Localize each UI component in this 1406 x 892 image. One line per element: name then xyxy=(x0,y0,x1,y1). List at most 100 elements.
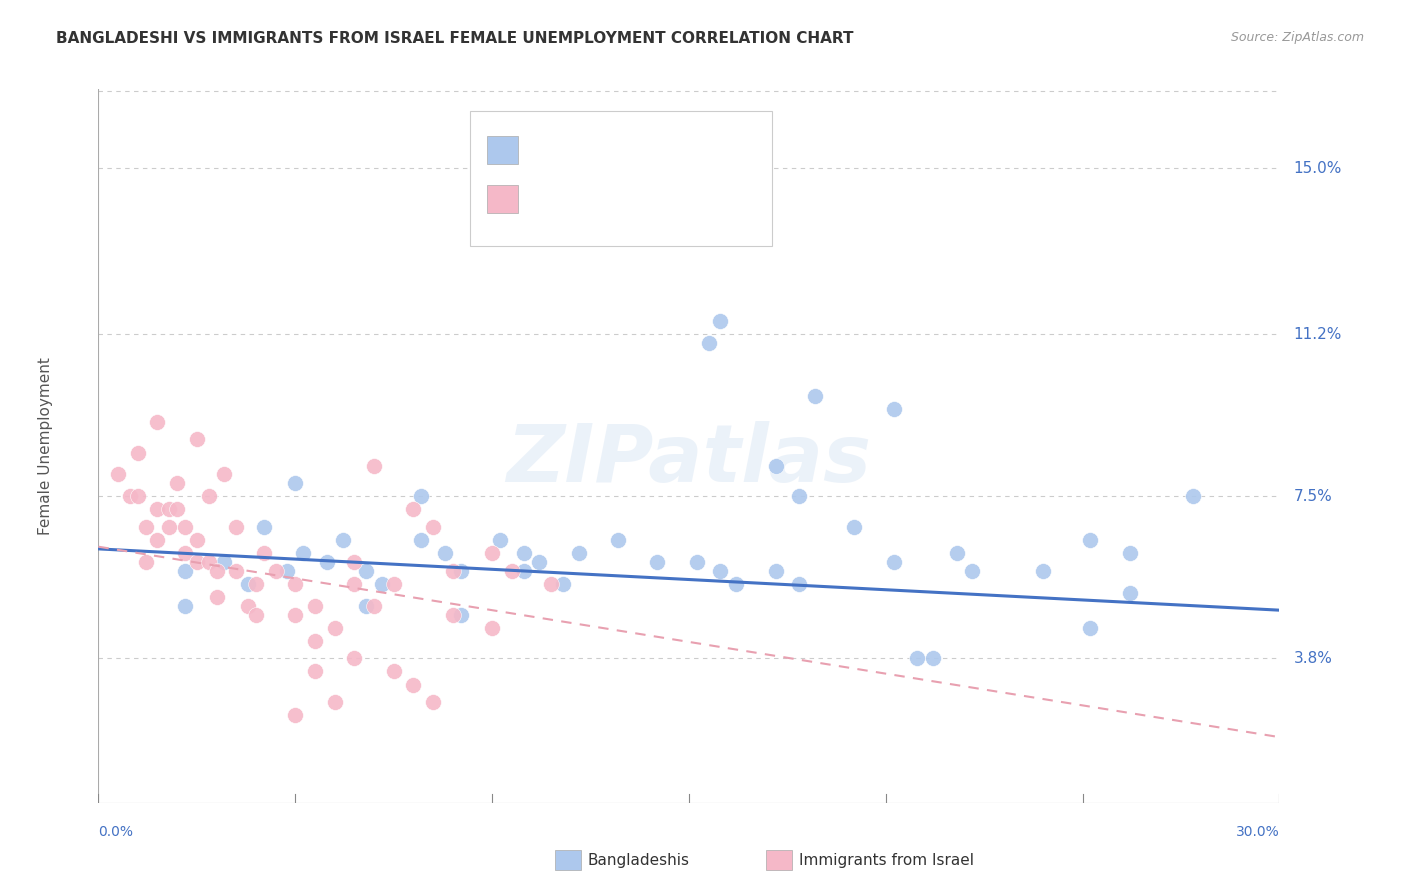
Point xyxy=(441,564,464,578)
Point xyxy=(1080,621,1102,635)
Point xyxy=(157,520,180,534)
Point xyxy=(709,314,731,328)
Point xyxy=(186,533,208,548)
Point xyxy=(214,555,236,569)
Point xyxy=(343,555,366,569)
Point xyxy=(647,169,669,184)
Point xyxy=(253,546,276,560)
Point xyxy=(647,555,669,569)
Point xyxy=(512,564,534,578)
Point xyxy=(186,555,208,569)
Point xyxy=(1181,489,1204,503)
Point xyxy=(883,555,905,569)
Point xyxy=(787,577,810,591)
Point xyxy=(304,633,326,648)
Point xyxy=(450,607,472,622)
Point xyxy=(197,489,219,503)
Point xyxy=(127,489,149,503)
Point xyxy=(323,621,346,635)
Text: R = -0.185   N = 55: R = -0.185 N = 55 xyxy=(530,190,700,208)
Point xyxy=(118,489,141,503)
Point xyxy=(433,546,456,560)
Point xyxy=(402,677,425,691)
Point xyxy=(304,599,326,613)
Point xyxy=(284,708,307,723)
Point xyxy=(174,564,197,578)
Point xyxy=(292,546,315,560)
Point xyxy=(264,564,287,578)
Point xyxy=(284,577,307,591)
Text: R = -0.147   N = 50: R = -0.147 N = 50 xyxy=(530,141,700,159)
Point xyxy=(481,621,503,635)
Point xyxy=(501,564,523,578)
Point xyxy=(844,520,866,534)
Point xyxy=(441,607,464,622)
Text: 30.0%: 30.0% xyxy=(1236,825,1279,839)
Point xyxy=(225,564,247,578)
Point xyxy=(174,599,197,613)
Point xyxy=(529,555,551,569)
Point xyxy=(568,546,591,560)
Point xyxy=(205,590,228,604)
Point xyxy=(225,520,247,534)
Point xyxy=(922,651,945,665)
Point xyxy=(363,458,385,473)
Point xyxy=(450,564,472,578)
Point xyxy=(197,555,219,569)
Point xyxy=(315,555,337,569)
Point xyxy=(422,520,444,534)
Point xyxy=(371,577,394,591)
Point xyxy=(363,599,385,613)
Point xyxy=(214,467,236,482)
Point xyxy=(236,577,259,591)
Point xyxy=(127,445,149,459)
Point xyxy=(146,502,169,516)
Point xyxy=(607,533,630,548)
Point xyxy=(765,458,787,473)
Point xyxy=(905,651,928,665)
Point xyxy=(174,546,197,560)
Point xyxy=(343,651,366,665)
Point xyxy=(236,599,259,613)
Point xyxy=(402,502,425,516)
Point xyxy=(135,555,157,569)
Point xyxy=(354,599,377,613)
Point xyxy=(245,607,267,622)
Point xyxy=(697,336,720,351)
Text: 3.8%: 3.8% xyxy=(1294,651,1333,665)
Point xyxy=(276,564,298,578)
Point xyxy=(245,577,267,591)
Text: 7.5%: 7.5% xyxy=(1294,489,1333,504)
Point xyxy=(186,433,208,447)
Point xyxy=(883,401,905,416)
Point xyxy=(107,467,129,482)
Text: BANGLADESHI VS IMMIGRANTS FROM ISRAEL FEMALE UNEMPLOYMENT CORRELATION CHART: BANGLADESHI VS IMMIGRANTS FROM ISRAEL FE… xyxy=(56,31,853,46)
Text: 11.2%: 11.2% xyxy=(1294,326,1341,342)
Point xyxy=(1119,546,1142,560)
Point xyxy=(382,577,405,591)
Point xyxy=(382,665,405,679)
Point xyxy=(166,476,188,491)
Text: 0.0%: 0.0% xyxy=(98,825,134,839)
Point xyxy=(540,577,562,591)
Point xyxy=(284,607,307,622)
Point xyxy=(551,577,574,591)
Text: Bangladeshis: Bangladeshis xyxy=(588,854,690,868)
Point xyxy=(1080,533,1102,548)
Text: 15.0%: 15.0% xyxy=(1294,161,1341,176)
Point xyxy=(481,546,503,560)
Point xyxy=(489,533,512,548)
Point xyxy=(422,695,444,709)
Text: Source: ZipAtlas.com: Source: ZipAtlas.com xyxy=(1230,31,1364,45)
Point xyxy=(135,520,157,534)
Point xyxy=(174,520,197,534)
Point xyxy=(146,533,169,548)
Point xyxy=(205,564,228,578)
Point xyxy=(411,533,433,548)
Point xyxy=(1119,585,1142,599)
Point xyxy=(146,415,169,429)
Point xyxy=(157,502,180,516)
Point xyxy=(765,564,787,578)
Point xyxy=(804,389,827,403)
Point xyxy=(166,502,188,516)
